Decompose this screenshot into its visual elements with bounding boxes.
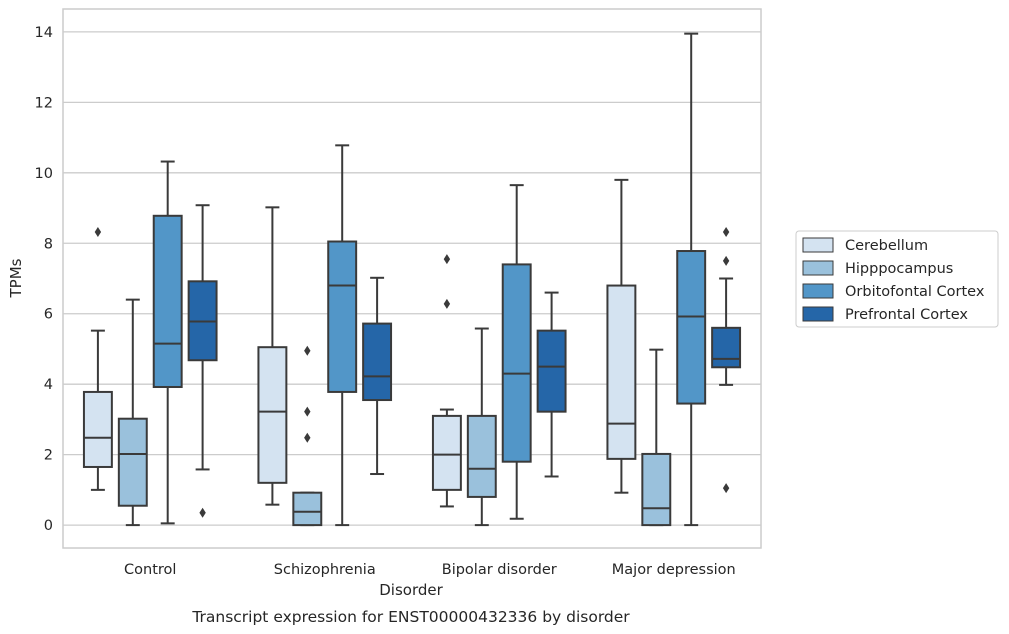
plot-frame [62, 8, 762, 549]
boxes [82, 32, 742, 527]
outlier-point [304, 345, 311, 356]
legend-label: Prefrontal Cortex [845, 307, 968, 323]
legend-label: Cerebellum [845, 238, 928, 254]
y-tick-label: 8 [44, 236, 53, 252]
outlier-point [94, 226, 102, 237]
x-tick-label: Schizophrenia [274, 562, 376, 578]
y-tick-label: 12 [35, 95, 53, 111]
legend-swatch [802, 306, 834, 322]
box [466, 414, 497, 498]
outlier-point [199, 507, 206, 518]
x-tick-label: Major depression [612, 562, 736, 578]
legend-swatch [802, 237, 834, 253]
box-group [676, 32, 707, 527]
box-group [606, 178, 637, 494]
box [257, 346, 288, 484]
box-group [292, 345, 323, 527]
box [536, 329, 567, 413]
box [327, 240, 358, 393]
y-tick-labels: 0 2 4 6 8 10 12 14 [35, 25, 53, 534]
outlier-point [304, 432, 311, 443]
outlier-point [722, 226, 730, 237]
box-group [152, 160, 183, 525]
outlier-point [722, 483, 730, 494]
box [117, 417, 148, 507]
box [82, 390, 113, 468]
chart-caption: Transcript expression for ENST0000043233… [191, 608, 630, 626]
box-group [327, 144, 358, 527]
box [501, 263, 532, 463]
y-tick-label: 6 [44, 307, 53, 323]
outlier-point [443, 298, 451, 309]
box [641, 452, 672, 527]
outlier-point [304, 406, 311, 417]
legend-swatch [802, 283, 834, 299]
legend-label: Orbitofontal Cortex [845, 284, 985, 300]
y-axis-label: TPMs [7, 258, 25, 298]
outlier-point [722, 255, 730, 266]
box-group [466, 327, 497, 527]
box-group [257, 206, 288, 506]
y-tick-label: 4 [44, 377, 53, 393]
box-group [536, 291, 567, 478]
y-tick-label: 14 [35, 25, 53, 41]
box-group [431, 254, 462, 508]
x-tick-labels: Control Schizophrenia Bipolar disorder Majo… [124, 562, 736, 578]
box-group [501, 184, 532, 520]
outlier-point [443, 254, 451, 265]
box-group [82, 226, 113, 491]
box [292, 491, 323, 527]
legend-frame [795, 230, 999, 328]
box-group [187, 204, 218, 518]
y-tick-label: 0 [44, 518, 53, 534]
box [676, 250, 707, 405]
box [152, 214, 183, 389]
box-group [117, 298, 148, 527]
box-group [641, 348, 672, 527]
legend-swatch [802, 260, 834, 276]
box [711, 326, 742, 369]
box-group [711, 226, 742, 494]
box [606, 284, 637, 460]
legend: Cerebellum Hipppocampus Orbitofontal Corte… [795, 230, 999, 328]
y-tick-label: 2 [44, 448, 53, 464]
x-tick-label: Control [124, 562, 176, 578]
legend-label: Hipppocampus [845, 261, 953, 277]
box [431, 414, 462, 491]
box-group [362, 276, 393, 476]
y-tick-label: 10 [35, 166, 53, 182]
x-tick-label: Bipolar disorder [442, 562, 557, 578]
box [362, 322, 393, 402]
x-axis-label: Disorder [379, 581, 443, 599]
